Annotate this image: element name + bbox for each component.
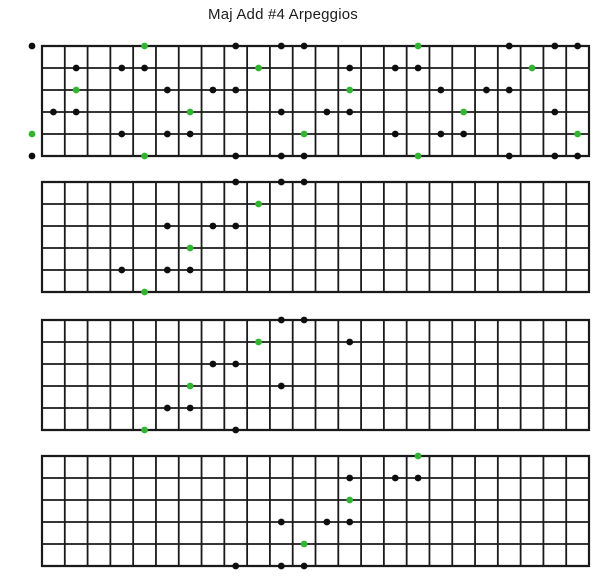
note-dot [391, 130, 399, 138]
note-dot [505, 152, 513, 160]
note-dot [574, 152, 582, 160]
note-dot [346, 518, 354, 526]
note-dot [277, 562, 285, 570]
note-dot [551, 108, 559, 116]
note-dot [163, 404, 171, 412]
note-dot [141, 64, 148, 72]
fretboard-grid-2 [40, 178, 591, 296]
root-dot [186, 382, 194, 390]
note-dot [346, 474, 354, 482]
root-dot [414, 152, 422, 160]
fretboard-grid-1 [28, 42, 591, 160]
note-dot [391, 64, 399, 72]
note-dot [460, 130, 468, 138]
note-dot [209, 86, 217, 94]
note-dot [277, 152, 285, 160]
note-dot [209, 222, 217, 230]
note-dot [186, 266, 194, 274]
note-dot [49, 108, 57, 116]
note-dot [323, 518, 331, 526]
note-dot [323, 108, 331, 116]
root-dot [460, 108, 468, 116]
note-dot [300, 178, 308, 186]
note-dot [414, 474, 422, 482]
note-dot [300, 152, 308, 160]
note-dot [277, 518, 285, 526]
root-dot [141, 152, 148, 160]
note-dot [72, 64, 80, 72]
note-dot [551, 152, 559, 160]
note-dot [163, 86, 171, 94]
note-dot [505, 42, 513, 50]
note-dot [277, 382, 285, 390]
note-dot [346, 64, 354, 72]
note-dot [232, 86, 240, 94]
note-dot [574, 42, 582, 50]
root-dot [414, 42, 422, 50]
root-dot [414, 452, 422, 460]
note-dot [414, 64, 422, 72]
fretboard-grid-4 [40, 452, 591, 570]
note-dot [391, 474, 399, 482]
note-dot [232, 562, 240, 570]
page-title: Maj Add #4 Arpeggios [208, 6, 358, 23]
note-dot [300, 562, 308, 570]
note-dot [186, 130, 194, 138]
note-dot [437, 86, 445, 94]
root-dot [186, 244, 194, 252]
note-dot [437, 130, 445, 138]
note-dot [551, 42, 559, 50]
root-dot [255, 200, 262, 208]
note-dot [163, 222, 171, 230]
note-dot [505, 86, 513, 94]
note-dot [118, 266, 126, 274]
root-dot [346, 86, 354, 94]
note-dot [346, 338, 354, 346]
root-dot [300, 130, 308, 138]
note-dot [232, 222, 240, 230]
root-dot [28, 130, 36, 138]
note-dot [118, 130, 126, 138]
note-dot [232, 360, 240, 368]
note-dot [28, 152, 36, 160]
note-dot [346, 108, 354, 116]
root-dot [255, 338, 262, 346]
note-dot [232, 426, 240, 434]
note-dot [232, 178, 240, 186]
root-dot [346, 496, 354, 504]
root-dot [72, 86, 80, 94]
root-dot [574, 130, 582, 138]
note-dot [483, 86, 490, 94]
note-dot [277, 42, 285, 50]
note-dot [277, 108, 285, 116]
root-dot [186, 108, 194, 116]
note-dot [163, 130, 171, 138]
note-dot [186, 404, 194, 412]
root-dot [141, 288, 148, 296]
note-dot [232, 152, 240, 160]
note-dot [300, 316, 308, 324]
fretboard-grid-3 [40, 316, 591, 434]
root-dot [141, 42, 148, 50]
note-dot [72, 108, 80, 116]
note-dot [232, 42, 240, 50]
note-dot [209, 360, 217, 368]
note-dot [118, 64, 126, 72]
root-dot [300, 540, 308, 548]
note-dot [28, 42, 36, 50]
note-dot [163, 266, 171, 274]
note-dot [300, 42, 308, 50]
root-dot [255, 64, 262, 72]
note-dot [277, 316, 285, 324]
root-dot [528, 64, 536, 72]
root-dot [141, 426, 148, 434]
note-dot [277, 178, 285, 186]
